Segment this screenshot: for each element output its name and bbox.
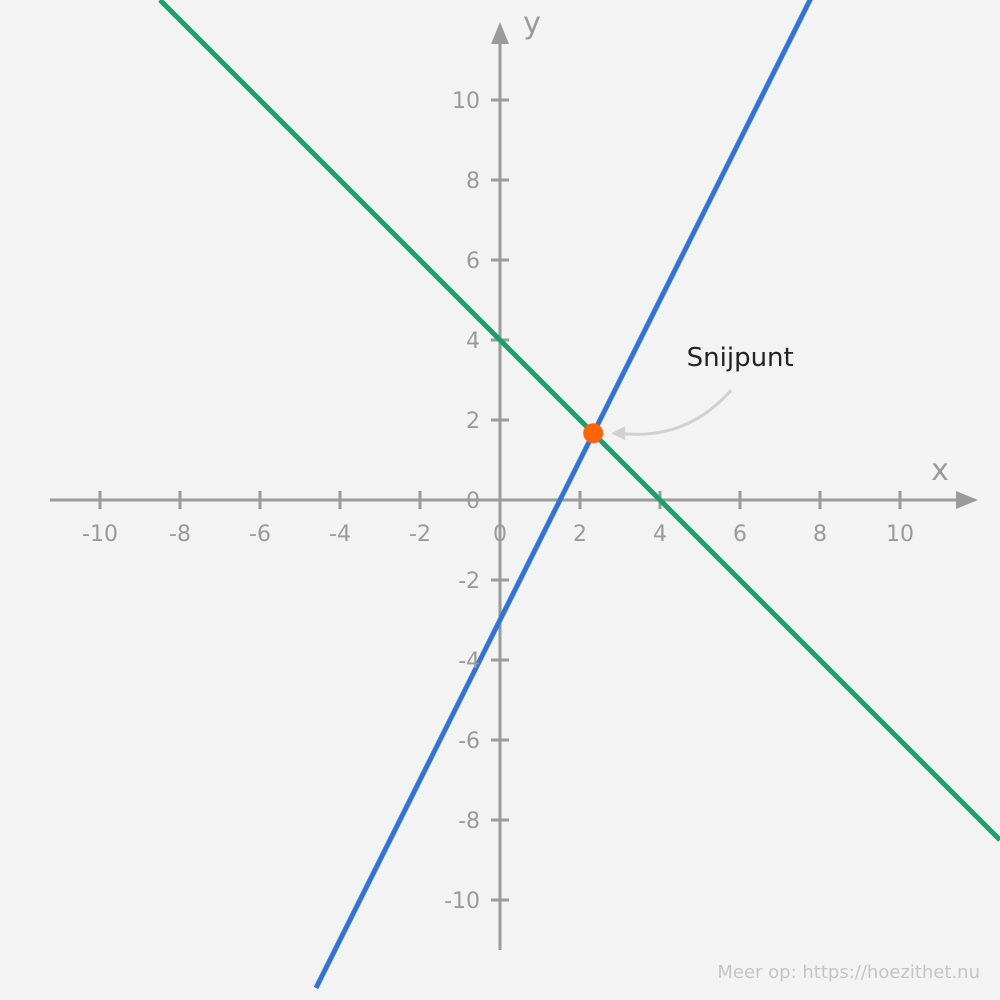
x-tick-label: -10 <box>82 522 118 547</box>
labels: -10 -8 -6 -4 -2 0 2 4 6 8 10 10 8 6 4 2 0 -2 -4 -6 -8 -10 x y <box>82 6 949 914</box>
y-tick-label: 2 <box>466 409 480 434</box>
axes <box>50 22 978 950</box>
y-tick-label: -4 <box>458 649 480 674</box>
y-tick-label: -10 <box>444 889 480 914</box>
y-tick-label: -6 <box>458 729 480 754</box>
y-tick-label: -2 <box>458 569 480 594</box>
y-tick-label: 8 <box>466 169 480 194</box>
annotation-arrow <box>617 389 732 436</box>
y-tick-label: 4 <box>466 329 480 354</box>
blue-line <box>313 0 813 990</box>
y-tick-label: 10 <box>452 89 480 114</box>
x-tick-label: 4 <box>653 522 667 547</box>
x-axis-arrowhead <box>956 491 978 509</box>
x-tick-label: -4 <box>329 522 351 547</box>
x-tick-label: 10 <box>886 522 914 547</box>
y-tick-label: 6 <box>466 249 480 274</box>
y-axis-arrowhead <box>491 22 509 44</box>
annotation-label: Snijpunt <box>687 343 794 373</box>
x-tick-label: 0 <box>493 522 507 547</box>
x-tick-label: 8 <box>813 522 827 547</box>
y-tick-label: 0 <box>466 489 480 514</box>
intersection-point <box>583 423 604 444</box>
x-tick-label: -6 <box>249 522 271 547</box>
x-tick-label: 6 <box>733 522 747 547</box>
x-tick-label: -2 <box>409 522 431 547</box>
green-line <box>158 0 1000 842</box>
footer-credit: Meer op: https://hoezithet.nu <box>717 962 980 983</box>
x-tick-label: -8 <box>169 522 191 547</box>
annotation-arrowhead <box>611 426 626 441</box>
x-axis-title: x <box>931 453 949 488</box>
annotations: Snijpunt <box>583 343 794 444</box>
y-axis-title: y <box>523 6 541 41</box>
y-tick-label: -8 <box>458 809 480 834</box>
series-lines <box>158 0 1000 990</box>
tick-marks <box>98 98 902 902</box>
x-tick-label: 2 <box>573 522 587 547</box>
